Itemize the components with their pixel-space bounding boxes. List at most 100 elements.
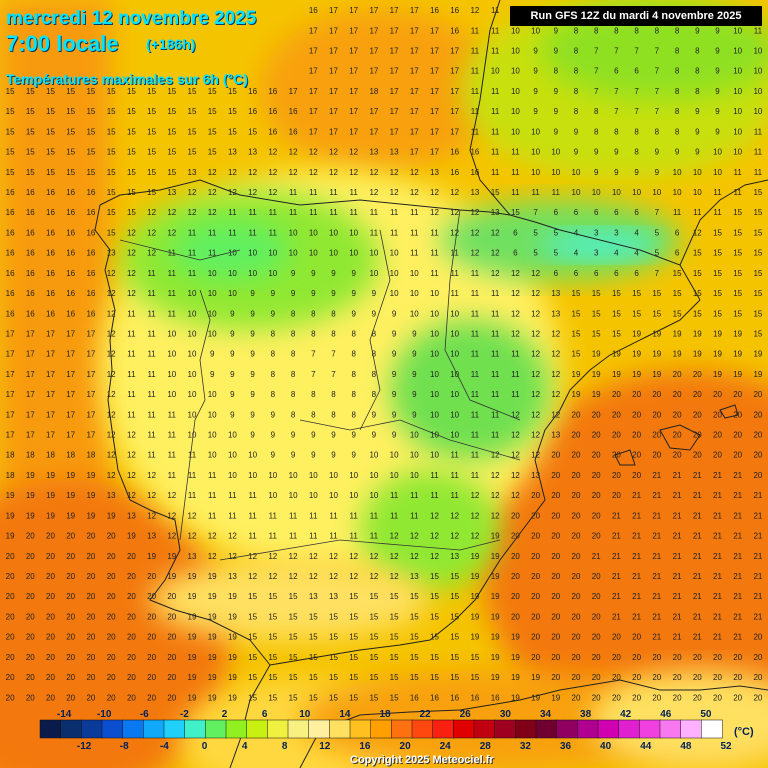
grid-value: 15 — [127, 168, 136, 177]
grid-value: 20 — [66, 693, 75, 702]
grid-value: 6 — [634, 269, 639, 278]
grid-value: 9 — [331, 269, 336, 278]
grid-value: 11 — [471, 107, 480, 116]
grid-value: 12 — [491, 451, 500, 460]
grid-value: 15 — [188, 87, 197, 96]
grid-value: 19 — [188, 592, 197, 601]
grid-value: 18 — [46, 451, 55, 460]
grid-value: 20 — [107, 693, 116, 702]
grid-value: 8 — [695, 47, 700, 56]
grid-value: 11 — [410, 249, 419, 258]
grid-value: 12 — [369, 572, 378, 581]
legend-swatch — [60, 719, 83, 739]
grid-value: 9 — [271, 289, 276, 298]
grid-value: 15 — [733, 309, 742, 318]
grid-value: 12 — [450, 188, 459, 197]
grid-value: 16 — [248, 107, 257, 116]
grid-value: 17 — [450, 67, 459, 76]
grid-value: 17 — [46, 390, 55, 399]
grid-value: 15 — [632, 289, 641, 298]
grid-value: 10 — [450, 390, 459, 399]
grid-value: 15 — [188, 107, 197, 116]
grid-value: 17 — [66, 330, 75, 339]
grid-value: 11 — [370, 532, 379, 541]
legend-label-bottom: -12 — [77, 741, 92, 752]
grid-value: 11 — [350, 188, 359, 197]
grid-value: 10 — [369, 451, 378, 460]
grid-value: 19 — [592, 370, 601, 379]
grid-value: 12 — [369, 188, 378, 197]
grid-value: 17 — [26, 390, 35, 399]
grid-value: 9 — [230, 370, 235, 379]
grid-value: 15 — [248, 592, 257, 601]
grid-value: 12 — [188, 188, 197, 197]
grid-value: 11 — [390, 208, 399, 217]
grid-value: 20 — [753, 693, 762, 702]
grid-value: 15 — [127, 107, 136, 116]
grid-value: 9 — [250, 390, 255, 399]
grid-value: 9 — [412, 350, 417, 359]
grid-value: 15 — [289, 633, 298, 642]
grid-value: 12 — [511, 451, 520, 460]
grid-value: 8 — [554, 67, 559, 76]
grid-value: 20 — [753, 653, 762, 662]
grid-value: 16 — [450, 168, 459, 177]
grid-value: 19 — [491, 612, 500, 621]
legend-label-top: 46 — [660, 709, 672, 720]
grid-value: 19 — [470, 572, 479, 581]
grid-value: 16 — [66, 309, 75, 318]
grid-value: 20 — [551, 532, 560, 541]
grid-value: 12 — [289, 168, 298, 177]
grid-value: 19 — [107, 511, 116, 520]
grid-value: 10 — [390, 249, 399, 258]
grid-value: 11 — [430, 471, 439, 480]
grid-value: 15 — [430, 612, 439, 621]
grid-value: 10 — [430, 350, 439, 359]
grid-value: 11 — [208, 471, 217, 480]
grid-value: 12 — [693, 228, 702, 237]
grid-value: 12 — [208, 532, 217, 541]
grid-value: 16 — [26, 249, 35, 258]
grid-value: 15 — [592, 289, 601, 298]
grid-value: 11 — [531, 188, 540, 197]
grid-value: 11 — [350, 511, 359, 520]
legend-label-bottom: 36 — [560, 741, 572, 752]
grid-value: 20 — [531, 612, 540, 621]
grid-value: 12 — [248, 552, 257, 561]
grid-value: 12 — [228, 168, 237, 177]
grid-value: 9 — [634, 168, 639, 177]
grid-value: 21 — [693, 532, 702, 541]
legend-swatch — [329, 719, 351, 739]
grid-value: 8 — [351, 370, 356, 379]
grid-value: 11 — [734, 188, 743, 197]
grid-value: 10 — [208, 451, 217, 460]
grid-value: 21 — [733, 532, 742, 541]
grid-value: 20 — [612, 693, 621, 702]
grid-value: 11 — [147, 370, 156, 379]
grid-value: 20 — [46, 592, 55, 601]
variable-title: Températures maximales sur 6h (°C) — [6, 71, 248, 87]
grid-value: 9 — [311, 451, 316, 460]
grid-value: 11 — [471, 410, 480, 419]
grid-value: 7 — [594, 47, 599, 56]
grid-value: 17 — [349, 6, 358, 15]
grid-value: 12 — [208, 552, 217, 561]
grid-value: 13 — [551, 289, 560, 298]
grid-value: 21 — [673, 511, 682, 520]
grid-value: 10 — [693, 188, 702, 197]
grid-value: 15 — [612, 330, 621, 339]
grid-value: 5 — [533, 249, 538, 258]
grid-value: 10 — [248, 269, 257, 278]
grid-value: 15 — [309, 673, 318, 682]
grid-value: 20 — [592, 532, 601, 541]
grid-value: 20 — [612, 390, 621, 399]
grid-value: 4 — [614, 249, 619, 258]
grid-value: 20 — [551, 451, 560, 460]
grid-value: 20 — [592, 592, 601, 601]
grid-value: 20 — [713, 451, 722, 460]
grid-value: 11 — [127, 390, 136, 399]
grid-value: 17 — [329, 87, 338, 96]
grid-value: 18 — [26, 451, 35, 460]
grid-value: 16 — [6, 188, 15, 197]
grid-value: 16 — [86, 249, 95, 258]
